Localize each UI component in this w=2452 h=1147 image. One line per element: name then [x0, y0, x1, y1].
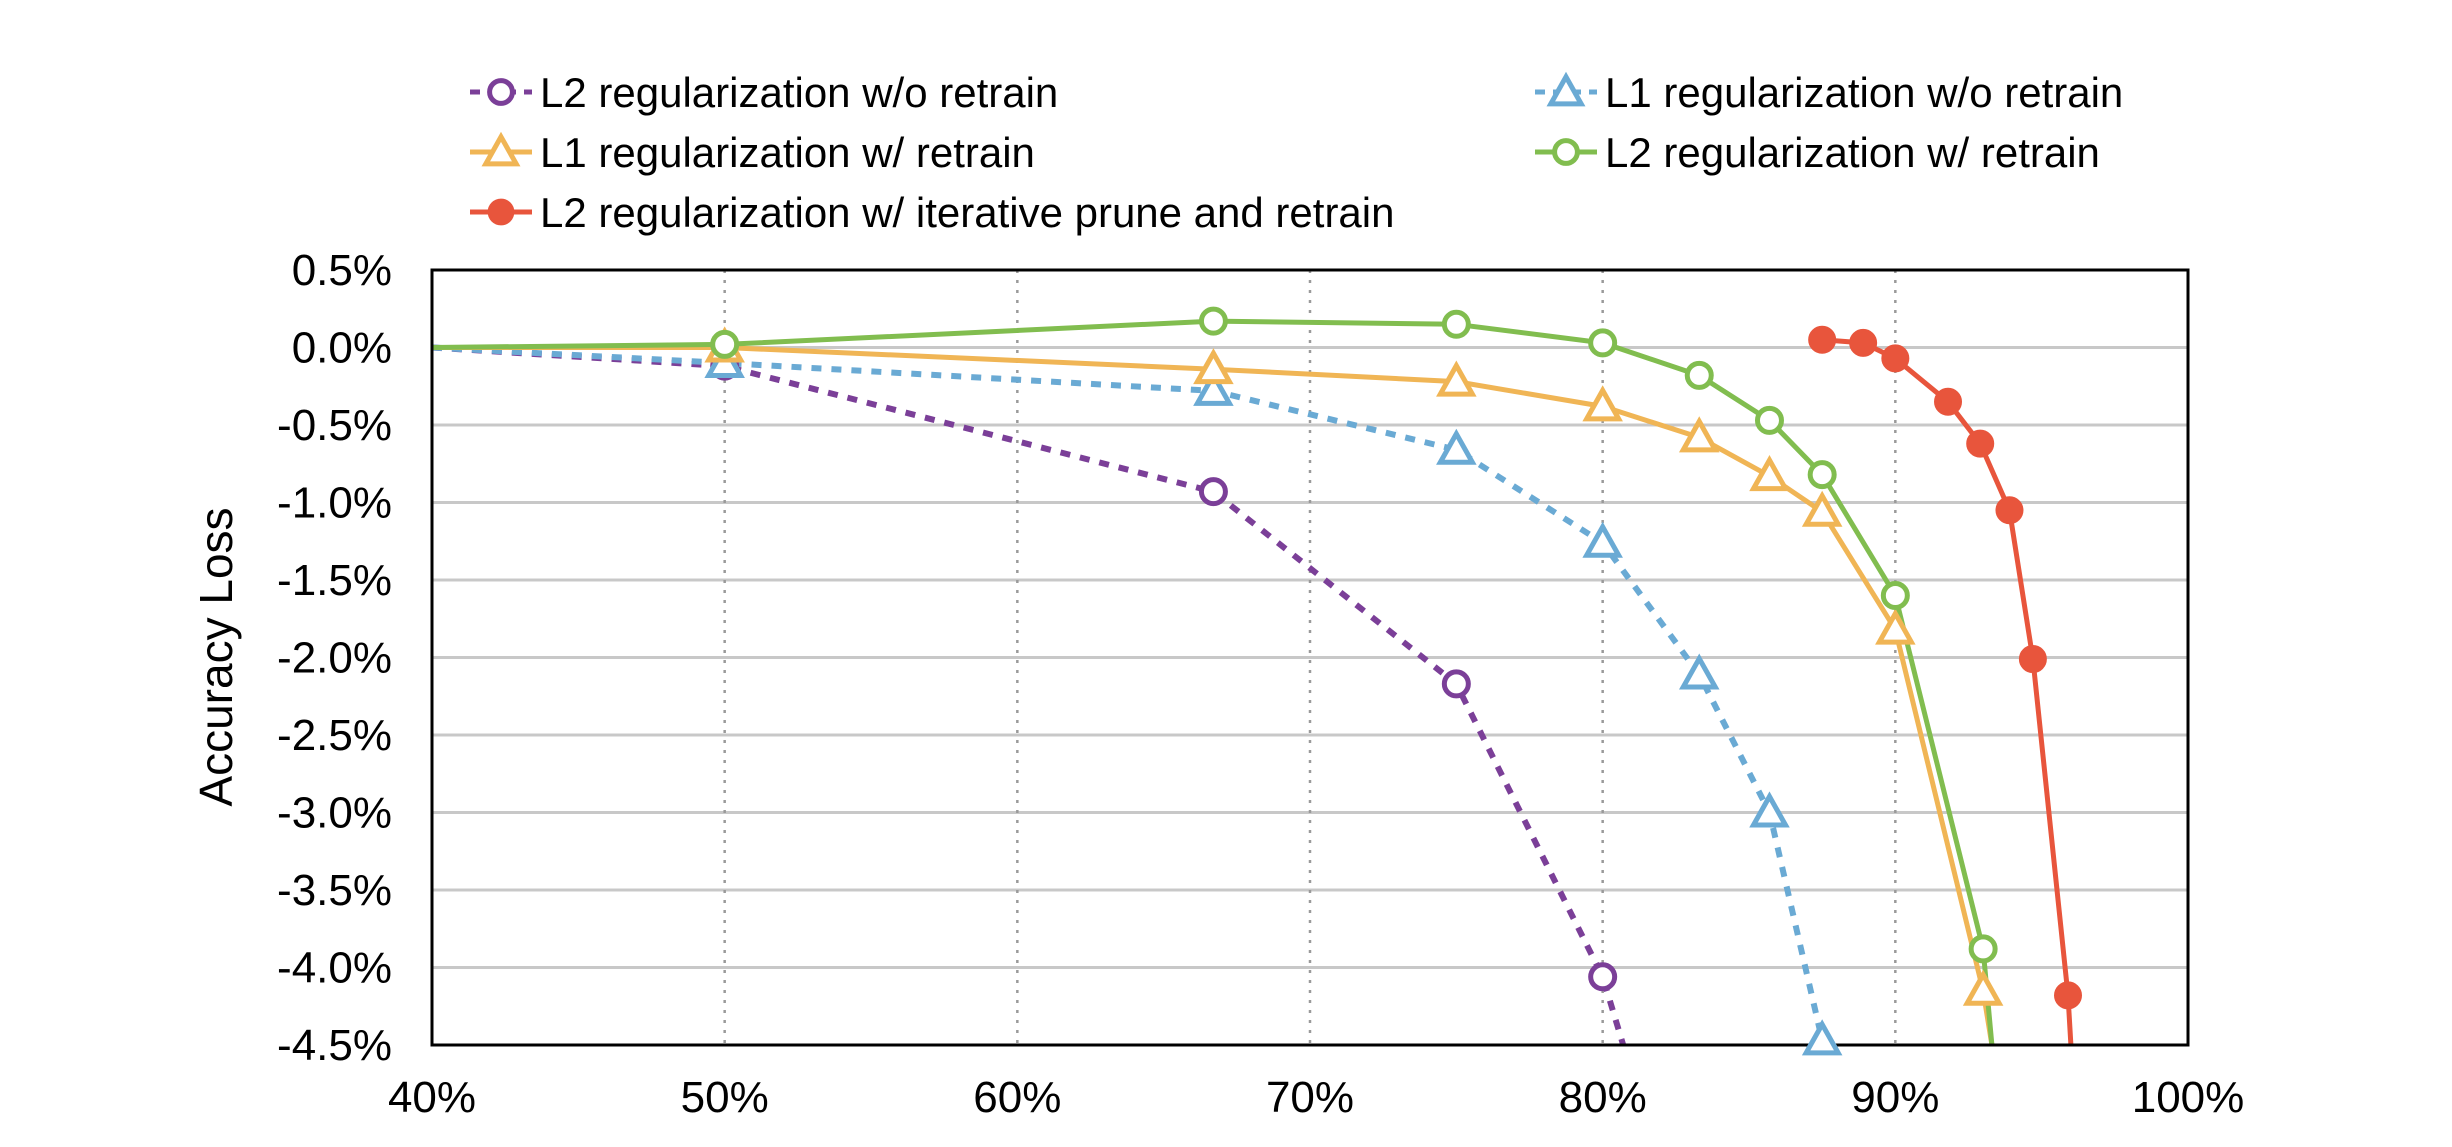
legend-label: L1 regularization w/ retrain	[540, 129, 1035, 176]
x-tick-label: 60%	[973, 1073, 1061, 1122]
y-tick-label: 0.0%	[292, 324, 392, 373]
y-tick-label: -2.0%	[277, 634, 392, 683]
legend-label: L2 regularization w/ retrain	[1605, 129, 2100, 176]
legend: L2 regularization w/o retrain L1 regulari…	[470, 69, 2123, 236]
data-point-series-4	[1441, 309, 1471, 339]
marker-layer	[704, 306, 2083, 1056]
tick-labels: 0.5% 0.0% -0.5% -1.0% -1.5% -2.0% -2.5% -3.0% -3…	[277, 246, 2244, 1122]
data-point-series-2	[1749, 791, 1790, 828]
data-point-series-4	[1754, 405, 1784, 435]
data-point-series-5	[2018, 645, 2047, 674]
y-tick-label: -3.0%	[277, 789, 392, 838]
data-point-series-2	[1582, 521, 1623, 558]
y-tick-label: -1.5%	[277, 556, 392, 605]
data-point-series-2	[1436, 428, 1477, 465]
legend-label: L1 regularization w/o retrain	[1605, 69, 2123, 116]
data-point-series-3	[1582, 385, 1623, 422]
data-point-series-2	[1801, 1019, 1843, 1056]
data-point-series-3	[1436, 360, 1477, 397]
legend-item-4: L2 regularization w/ retrain	[1535, 129, 2100, 176]
legend-item-3: L1 regularization w/ retrain	[470, 129, 1035, 176]
x-tick-label: 50%	[681, 1073, 769, 1122]
data-point-series-3	[1875, 608, 1916, 645]
data-point-series-5	[1966, 429, 1995, 458]
data-point-series-5	[1808, 325, 1837, 354]
legend-item-2: L1 regularization w/o retrain	[1535, 69, 2123, 116]
data-point-series-5	[1881, 344, 1910, 373]
data-point-series-2	[1193, 369, 1234, 406]
legend-swatch-marker	[487, 198, 515, 226]
data-point-series-4	[1684, 360, 1714, 390]
y-tick-label: -2.5%	[277, 711, 392, 760]
data-point-series-2	[1678, 653, 1720, 690]
data-point-series-3	[1193, 348, 1234, 385]
data-point-series-4	[710, 329, 740, 359]
x-tick-label: 100%	[2132, 1073, 2245, 1122]
x-tick-label: 70%	[1266, 1073, 1354, 1122]
legend-item-5: L2 regularization w/ iterative prune and…	[470, 189, 1394, 236]
data-point-series-5	[1849, 328, 1878, 357]
x-tick-label: 40%	[388, 1073, 476, 1122]
data-point-series-5	[1995, 496, 2024, 525]
y-tick-label: -3.5%	[277, 866, 392, 915]
legend-item-1: L2 regularization w/o retrain	[470, 69, 1058, 116]
y-tick-label: -4.5%	[277, 1021, 392, 1070]
data-point-series-5	[1934, 387, 1963, 416]
plot-frame	[430, 268, 2190, 1047]
data-point-series-3	[1749, 455, 1790, 492]
data-point-series-4	[1968, 934, 1998, 964]
data-point-series-4	[1807, 460, 1837, 490]
legend-swatch-marker	[487, 78, 515, 106]
x-tick-label: 90%	[1851, 1073, 1939, 1122]
data-point-series-4	[1588, 328, 1618, 358]
legend-label: L2 regularization w/o retrain	[540, 69, 1058, 116]
legend-label: L2 regularization w/ iterative prune and…	[540, 189, 1394, 236]
data-point-series-1	[1198, 477, 1228, 507]
data-point-series-5	[2054, 981, 2083, 1010]
data-point-series-4	[1880, 581, 1910, 610]
y-tick-label: -1.0%	[277, 479, 392, 528]
data-point-series-1	[1441, 669, 1471, 699]
data-point-series-4	[1198, 306, 1228, 336]
legend-swatch-marker	[1552, 138, 1580, 166]
legend-swatch-marker	[481, 131, 521, 167]
y-axis-title: Accuracy Loss	[190, 507, 242, 806]
data-point-series-3	[1678, 416, 1720, 453]
data-point-series-3	[1801, 490, 1843, 527]
legend-swatch-marker	[1546, 71, 1586, 107]
y-tick-label: -4.0%	[277, 944, 392, 993]
data-point-series-3	[1962, 969, 2004, 1006]
y-tick-label: 0.5%	[292, 246, 392, 295]
x-tick-label: 80%	[1559, 1073, 1647, 1122]
y-tick-label: -0.5%	[277, 401, 392, 450]
data-point-series-1	[1588, 962, 1618, 992]
